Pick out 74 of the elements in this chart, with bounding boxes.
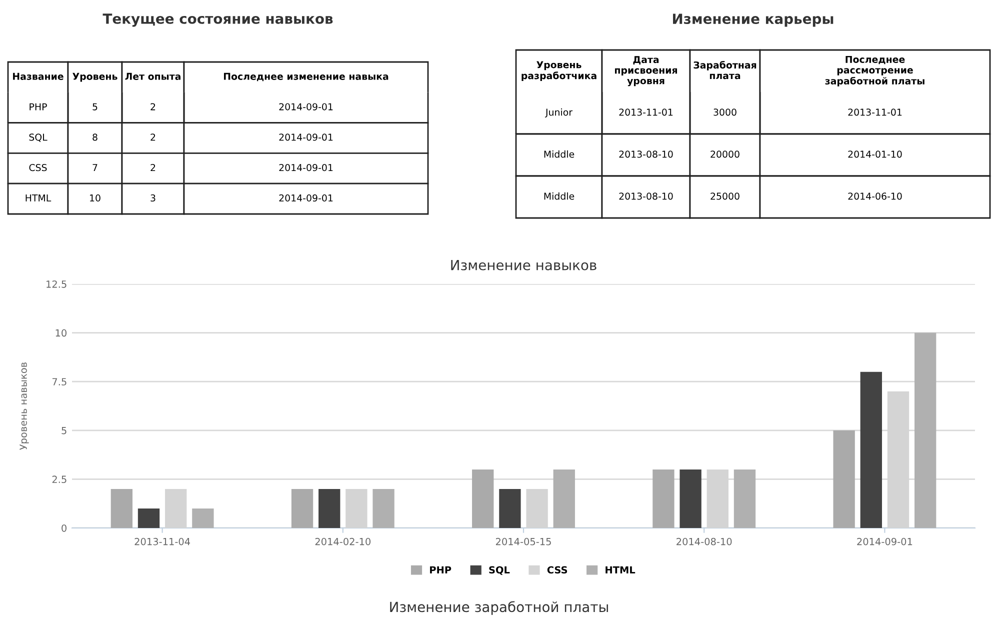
x-tick-label: 2014-02-10 [315,538,371,546]
text: 10 [90,194,100,202]
text: 2014-09-01 [279,194,333,202]
category-label: Название [13,72,64,80]
bar [138,508,160,528]
text: 2014-09-01 [279,134,333,141]
bar [680,469,702,528]
bar [734,469,756,528]
y-tick-label: 2.5 [52,476,66,484]
x-tick-label: 2014-05-15 [496,538,551,546]
text: 2 [150,134,156,141]
text: 3000 [714,108,736,116]
text: 8 [92,134,98,141]
text: 20000 [710,150,740,158]
y-tick-label: 5 [62,427,66,434]
chart-title: Изменение навыков [451,260,596,270]
category-label: Последнее изменение навыка [224,72,388,82]
text: 2013-11-01 [848,108,902,116]
text: Текущее состояние навыков [102,14,333,27]
text: Изменение карьеры [673,14,834,27]
text: 2014-09-01 [279,164,333,172]
text: 25000 [710,192,740,200]
bar [165,488,187,528]
text: PHP [30,103,47,110]
text: Middle [544,150,574,158]
legend-label: CSS [547,566,568,574]
text: 2014-01-10 [848,150,902,158]
category-label: Уровень [72,72,118,82]
bar [472,469,494,528]
bar [346,488,368,528]
category-label: Лет опыта [125,72,180,80]
text: 7 [92,164,98,172]
bar [553,469,575,528]
text: 2013-08-10 [619,150,673,158]
bar [318,488,340,528]
bar [192,508,214,528]
bar [291,488,314,528]
y-tick-label: 12.5 [46,280,66,288]
text: 2013-08-10 [619,192,673,200]
legend-label: PHP [430,566,452,574]
category-label: Последнее рассмотрение заработной платы [825,56,924,86]
text: Middle [544,192,574,200]
text: SQL [29,134,48,142]
bar [526,488,548,528]
bar [860,372,882,528]
x-tick-label: 2014-08-10 [676,538,732,546]
text: 3 [150,194,156,202]
bar [372,488,394,528]
y-tick-label: 10 [56,329,66,337]
bar [652,469,674,528]
category-label: Дата присвоения уровня [615,56,678,86]
y-tick-label: 7.5 [52,378,66,386]
text: HTML [26,194,52,202]
bar [110,488,132,528]
x-tick-label: 2013-11-04 [134,538,190,546]
text: 2014-09-01 [279,103,333,110]
legend-label: SQL [489,566,510,575]
y-axis-title: Уровень навыков [20,362,29,450]
x-tick-label: 2014-09-01 [857,538,912,546]
text: 2 [150,103,156,110]
legend-label: HTML [606,566,636,574]
bar [833,430,855,528]
text: 2014-06-10 [848,192,902,200]
text: Junior [544,108,573,118]
text: 2 [150,164,156,172]
y-tick-label: 0 [62,524,66,532]
text: CSS [29,164,47,172]
bar [499,488,521,528]
text: 2013-11-01 [619,108,673,116]
text: 5 [92,103,98,110]
bar [914,332,936,528]
text: Изменение заработной платы [390,601,608,615]
category-label: Заработная плата [694,60,756,80]
category-label: Уровень разработчика [522,61,596,82]
